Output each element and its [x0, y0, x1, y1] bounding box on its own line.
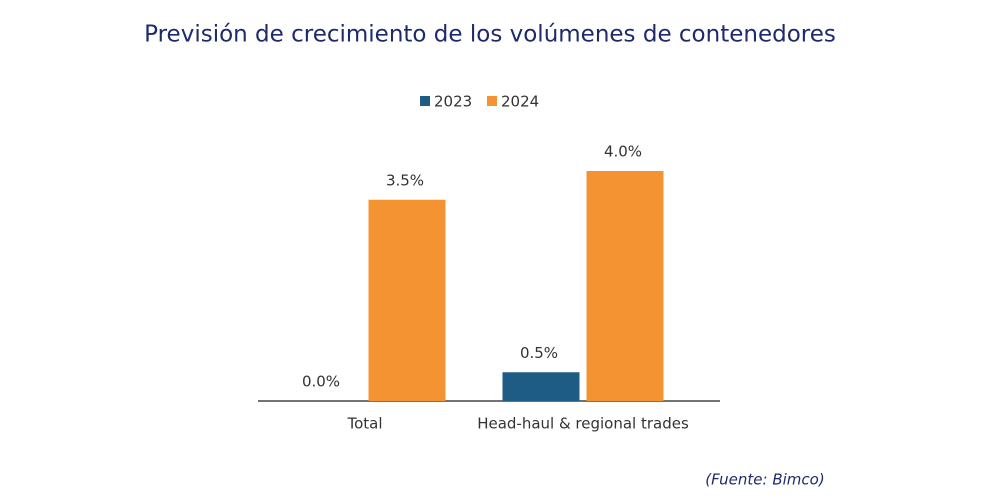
legend-label: 2023	[434, 93, 472, 111]
legend-label: 2024	[501, 93, 539, 111]
value-label: 0.5%	[520, 344, 558, 362]
bar	[368, 199, 446, 401]
x-tick-label: Head-haul & regional trades	[477, 415, 689, 433]
value-label: 4.0%	[604, 143, 642, 161]
x-tick-label: Total	[346, 415, 382, 433]
value-label: 3.5%	[386, 171, 424, 189]
bar	[502, 372, 580, 401]
legend-swatch	[487, 96, 497, 106]
value-label: 0.0%	[302, 373, 340, 391]
source-note: (Fuente: Bimco)	[705, 471, 824, 489]
legend-swatch	[420, 96, 430, 106]
chart-title: Previsión de crecimiento de los volúmene…	[144, 22, 836, 48]
bar	[586, 171, 664, 401]
